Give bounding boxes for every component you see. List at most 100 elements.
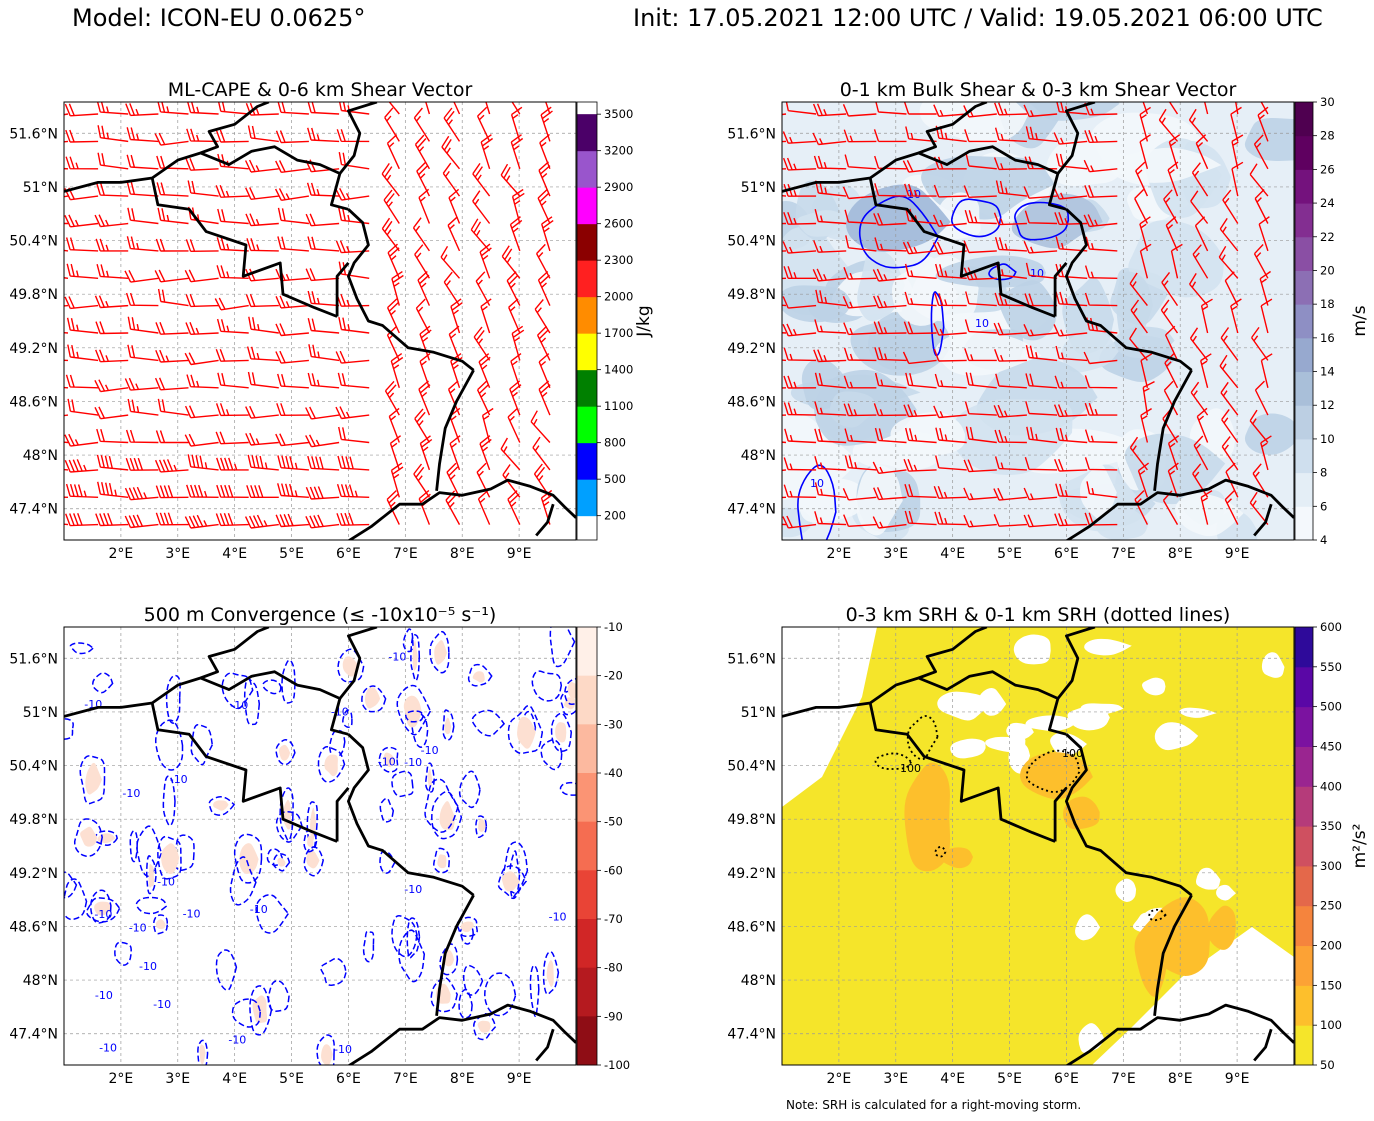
- cape-colorbar-segment: [577, 442, 597, 480]
- shear-colorbar-segment: [1295, 371, 1313, 406]
- cape-colorbar-tick-label: 2300: [604, 253, 633, 267]
- shear-wind-barb: [1055, 427, 1088, 444]
- srh-no-data-area: [1013, 634, 1051, 665]
- cape-wind-barb: [125, 457, 159, 471]
- shear-wind-barb: [814, 319, 847, 334]
- srh-colorbar-segment: [1295, 985, 1313, 1026]
- shear-ytick-label: 51.6°N: [727, 126, 776, 142]
- shear-wind-barb: [1055, 291, 1088, 307]
- cape-wind-barb: [511, 102, 521, 115]
- cape-wind-barb: [509, 380, 522, 416]
- shear-wind-barb: [845, 235, 877, 252]
- srh-border-line: [1065, 733, 1193, 897]
- shear-wind-barb: [1220, 327, 1239, 361]
- conv-ytick-label: 47.4°N: [9, 1027, 58, 1043]
- shear-wind-barbs: [782, 102, 1273, 529]
- cape-wind-barb: [127, 316, 159, 334]
- cape-wind-barb: [65, 156, 99, 170]
- shear-ytick-label: 47.4°N: [727, 502, 776, 518]
- cape-wind-barb: [184, 433, 219, 447]
- cape-wind-barb: [335, 187, 370, 201]
- shear-colorbar-segment: [1295, 203, 1313, 238]
- cape-wind-barb: [485, 102, 491, 115]
- cape-wind-barb: [66, 263, 99, 279]
- cape-wind-barb: [390, 353, 404, 388]
- srh-xtick-label: 7°E: [1111, 1071, 1136, 1087]
- conv-contour-label: -10: [228, 1034, 246, 1047]
- cape-wind-barb: [155, 485, 189, 499]
- conv-convergence-fill: [278, 744, 291, 761]
- cape-wind-barb: [481, 407, 494, 443]
- srh-no-data-area: [1050, 732, 1087, 756]
- cape-wind-barb: [66, 317, 99, 334]
- conv-contour-line: [93, 830, 119, 846]
- shear-wind-barb: [782, 277, 787, 280]
- srh-ytick-label: 49.2°N: [727, 866, 776, 882]
- cape-wind-barb: [472, 163, 491, 197]
- conv-colorbar-segment: [577, 675, 597, 725]
- conv-contour-line: [529, 964, 540, 1018]
- shear-borders: [782, 102, 1294, 540]
- cape-wind-barb: [472, 190, 491, 224]
- cape-xtick-label: 7°E: [393, 546, 418, 562]
- cape-xtick-label: 3°E: [165, 546, 190, 562]
- cape-wind-barb: [95, 349, 129, 363]
- srh-colorbar-tick-label: 500: [1320, 700, 1342, 714]
- shear-colorbar-segment: [1295, 236, 1313, 271]
- srh-xtick-label: 8°E: [1168, 1071, 1193, 1087]
- conv-contour-line: [197, 1039, 209, 1065]
- conv-convergence-fill: [80, 826, 98, 847]
- cape-wind-barb: [216, 237, 249, 252]
- shear-wind-barb: [843, 266, 877, 280]
- srh-frame: [781, 626, 1295, 1066]
- shear-colorbar-label: m/s: [1350, 305, 1370, 336]
- shear-wind-barb: [1190, 381, 1209, 416]
- cape-wind-barb: [447, 216, 461, 252]
- shear-wind-barb: [1055, 483, 1088, 498]
- shear-colorbar-segment: [1295, 270, 1313, 305]
- conv-contour-line: [165, 674, 181, 724]
- cape-wind-barb: [157, 398, 189, 416]
- shear-wind-barb: [783, 266, 817, 279]
- cape-wind-barb: [508, 298, 521, 334]
- cape-wind-barb: [155, 321, 189, 335]
- cape-wind-barb: [336, 512, 370, 526]
- conv-xtick-label: 2°E: [109, 1071, 134, 1087]
- cape-wind-barb: [246, 238, 279, 252]
- shear-wind-barb: [1189, 273, 1209, 307]
- shear-wind-barb: [1085, 236, 1118, 252]
- cape-border-line: [347, 478, 576, 540]
- shear-border-line: [1056, 102, 1096, 175]
- shear-wind-barb: [963, 240, 997, 254]
- cape-wind-barb: [307, 290, 340, 307]
- shear-wind-barb: [844, 428, 877, 444]
- shear-wind-barb: [843, 347, 877, 362]
- shear-wind-barb: [1200, 298, 1213, 334]
- conv-contour-label: -10: [99, 1042, 117, 1055]
- srh-border-line: [1253, 1028, 1273, 1062]
- cape-wind-barb: [154, 269, 189, 283]
- cape-wind-barb: [125, 292, 159, 307]
- conv-contour-line: [233, 833, 263, 884]
- cape-wind-barb: [305, 434, 340, 448]
- shear-wind-barb: [1086, 317, 1118, 334]
- conv-contour-line: [560, 690, 576, 716]
- conv-contour-line: [69, 642, 95, 655]
- cape-wind-barb: [94, 379, 129, 393]
- shear-colorbar-tick-label: 22: [1320, 230, 1335, 244]
- srh-no-data-area: [1006, 722, 1034, 740]
- conv-border-line: [535, 1028, 555, 1062]
- shear-wind-barb: [1161, 271, 1179, 306]
- shear-wind-barb: [1165, 216, 1179, 252]
- srh-colorbar-tick-label: 350: [1320, 819, 1342, 833]
- cape-border-line: [535, 503, 555, 537]
- cape-wind-barb: [530, 410, 551, 443]
- cape-wind-barb: [188, 206, 219, 225]
- conv-convergence-fill: [324, 754, 338, 777]
- cape-wind-barb: [532, 436, 551, 471]
- srh-no-data-area: [978, 688, 1007, 716]
- cape-wind-barb: [277, 455, 309, 471]
- conv-convergence-fill: [85, 762, 102, 795]
- cape-wind-barb: [246, 485, 279, 498]
- shear-shear-maximum: [846, 184, 951, 252]
